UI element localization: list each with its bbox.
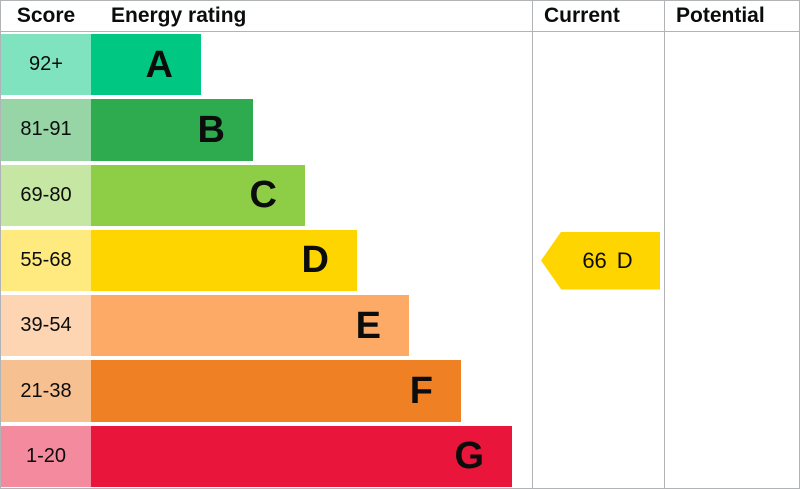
score-column-header: Score: [16, 4, 76, 27]
band-row-a: 92+ A: [1, 32, 532, 97]
band-bar-g: G: [91, 425, 512, 487]
score-range-f: 21-38: [1, 360, 91, 422]
current-rating-pointer: 66 D: [541, 231, 660, 290]
score-range-e: 39-54: [1, 295, 91, 357]
band-bar-b: B: [91, 99, 253, 161]
band-row-c: 69-80 C: [1, 163, 532, 228]
energy-rating-column-header: Energy rating: [111, 4, 247, 27]
band-bar-d: D: [91, 229, 357, 292]
band-row-f: 21-38 F: [1, 358, 532, 423]
score-range-a: 92+: [1, 34, 91, 96]
band-bar-a: A: [91, 34, 201, 96]
band-bar-f: F: [91, 360, 461, 422]
band-row-e: 39-54 E: [1, 293, 532, 358]
current-column-divider: [532, 1, 533, 488]
potential-column-header: Potential: [676, 4, 765, 27]
current-band-letter: D: [616, 247, 633, 273]
band-bar-c: C: [91, 164, 305, 226]
bands-area: 92+ A 81-91 B 69-80 C 55-68 D 39-54 E 21-38 F 1-20 G: [1, 32, 532, 488]
band-letter-c: C: [249, 174, 277, 217]
band-letter-a: A: [145, 43, 173, 86]
current-score-value: 66: [582, 247, 607, 273]
band-row-d: 55-68 D: [1, 228, 532, 293]
band-bar-e: E: [91, 295, 409, 357]
header-row: Score Energy rating Current Potential: [1, 1, 799, 32]
score-range-d: 55-68: [1, 229, 91, 292]
band-row-g: 1-20 G: [1, 424, 532, 488]
score-range-b: 81-91: [1, 99, 91, 161]
score-range-c: 69-80: [1, 164, 91, 226]
band-letter-g: G: [454, 435, 484, 478]
band-letter-d: D: [301, 239, 329, 282]
potential-column-divider: [664, 1, 665, 488]
score-range-g: 1-20: [1, 425, 91, 487]
band-letter-f: F: [409, 370, 433, 413]
current-column-header: Current: [544, 4, 620, 27]
band-row-b: 81-91 B: [1, 97, 532, 162]
band-letter-b: B: [197, 108, 225, 151]
band-letter-e: E: [355, 304, 381, 347]
